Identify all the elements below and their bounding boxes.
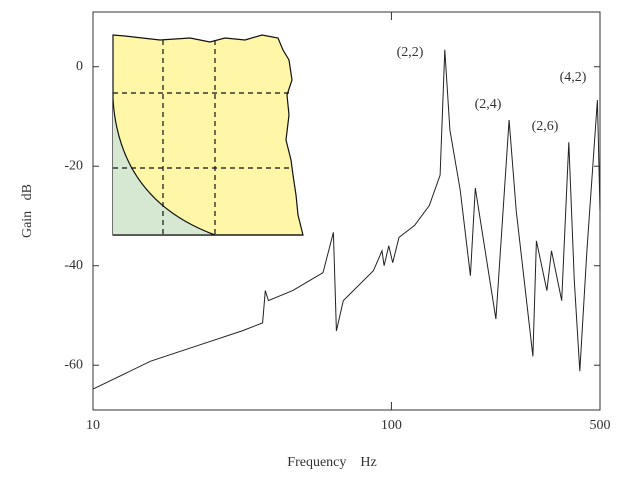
nodal-lines	[113, 40, 292, 235]
x-tick-label: 500	[590, 418, 611, 433]
x-tick-label: 10	[86, 418, 100, 433]
y-tick-label: -60	[64, 357, 83, 372]
mode-annotation: (2,6)	[532, 119, 559, 134]
plate-curve	[112, 99, 216, 236]
y-tick-label: -40	[64, 258, 83, 273]
mode-annotation: (2,4)	[475, 97, 502, 112]
plate	[112, 34, 304, 236]
x-axis-label: Frequency Hz	[287, 455, 376, 470]
x-tick-label: 100	[381, 418, 402, 433]
mode-annotation: (4,2)	[560, 70, 587, 85]
y-tick-label: 0	[76, 59, 83, 74]
plot-frame	[92, 11, 601, 411]
plate-region	[113, 100, 215, 235]
data-line	[92, 49, 601, 390]
y-axis-label: Gain dB	[20, 184, 35, 238]
y-tick-label: -20	[64, 158, 83, 173]
inset-diagram	[112, 34, 304, 236]
mode-annotation: (2,2)	[397, 45, 424, 60]
